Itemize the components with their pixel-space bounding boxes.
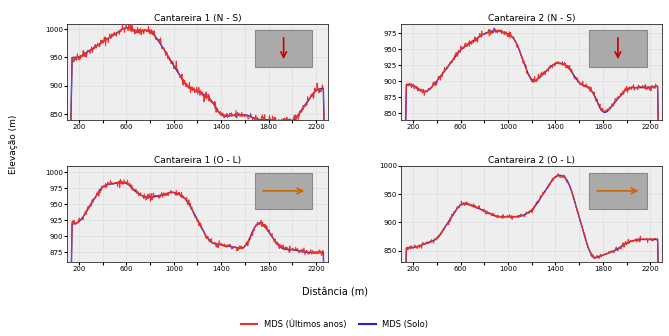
Text: Elevação (m): Elevação (m) (9, 115, 18, 174)
Text: Distância (m): Distância (m) (302, 287, 367, 297)
FancyBboxPatch shape (255, 173, 312, 209)
Legend: MDS (Últimos anos), MDS (Solo): MDS (Últimos anos), MDS (Solo) (237, 316, 432, 332)
FancyBboxPatch shape (255, 30, 312, 67)
FancyBboxPatch shape (589, 173, 647, 209)
Title: Cantareira 1 (O - L): Cantareira 1 (O - L) (154, 156, 241, 165)
Title: Cantareira 1 (N - S): Cantareira 1 (N - S) (154, 14, 242, 23)
Title: Cantareira 2 (N - S): Cantareira 2 (N - S) (488, 14, 575, 23)
FancyBboxPatch shape (589, 30, 647, 67)
Title: Cantareira 2 (O - L): Cantareira 2 (O - L) (488, 156, 575, 165)
